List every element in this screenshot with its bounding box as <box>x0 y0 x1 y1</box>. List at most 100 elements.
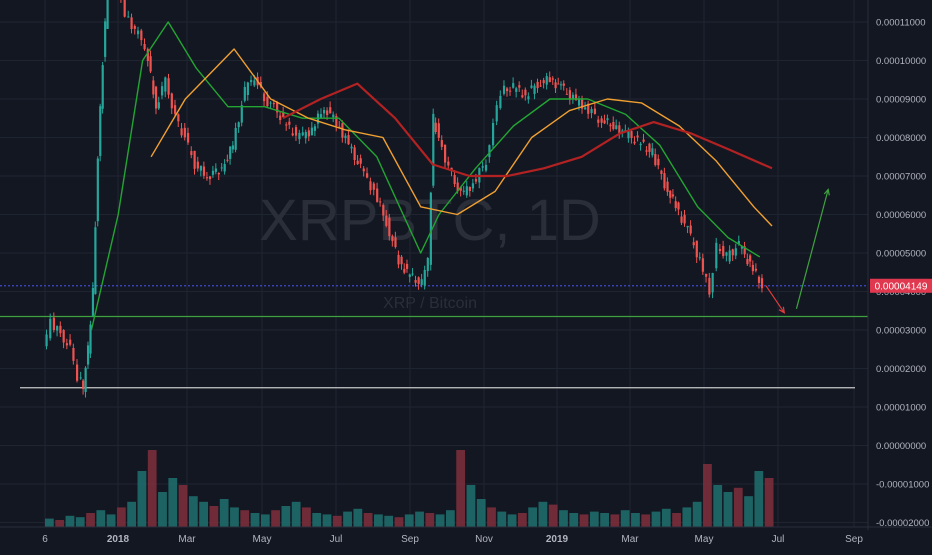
candle-body <box>593 108 597 114</box>
volume-bar <box>456 450 466 527</box>
price-tick-label: 0.00007000 <box>876 172 926 183</box>
price-tick-label: -0.00001000 <box>876 480 929 491</box>
candle-body <box>551 78 554 80</box>
candle-body <box>146 49 149 62</box>
projection-arrow-head <box>823 188 830 196</box>
volume-bar <box>384 515 394 527</box>
candle-body <box>253 80 256 86</box>
candle-body <box>341 123 344 138</box>
candle-body <box>246 82 249 96</box>
candle-body <box>512 83 515 88</box>
candle-body <box>571 94 575 99</box>
last-price-badge <box>870 278 932 293</box>
candle-body <box>515 88 518 92</box>
candle-body <box>143 43 146 50</box>
volume-bar <box>302 507 311 527</box>
candle-body <box>237 122 240 128</box>
volume-bars <box>45 450 774 527</box>
price-tick-label: 0.00001000 <box>876 403 926 414</box>
candle-body <box>217 173 220 175</box>
candle-body <box>666 181 669 192</box>
volume-bar <box>312 513 322 527</box>
projection-arrow-head <box>778 306 786 314</box>
candle-body <box>272 103 276 105</box>
candle-body <box>633 141 636 144</box>
volume-bar <box>744 496 753 527</box>
candle-body <box>642 139 645 142</box>
candle-body <box>603 120 606 124</box>
candle-body <box>615 125 618 130</box>
projection-arrow-line[interactable] <box>795 189 829 309</box>
candle-body <box>152 80 155 95</box>
candle-body <box>509 90 512 92</box>
candle-body <box>499 95 502 109</box>
projection-arrow-line[interactable] <box>765 285 785 314</box>
time-tick-label: 6 <box>42 534 48 545</box>
candle-body <box>450 167 453 171</box>
volume-bar <box>764 478 774 527</box>
volume-bar <box>363 513 373 527</box>
candle-body <box>123 0 126 17</box>
volume-bar <box>692 501 702 527</box>
projection-arrows[interactable] <box>765 188 830 314</box>
candle-body <box>671 194 675 197</box>
candle-body <box>581 98 584 109</box>
candle-body <box>590 109 593 114</box>
volume-bar <box>45 518 54 527</box>
candle-body <box>130 17 133 30</box>
candle-body <box>600 118 603 123</box>
candle-body <box>140 30 143 41</box>
candle-body <box>542 80 545 84</box>
candle-body <box>394 237 397 248</box>
candle-body <box>465 186 468 196</box>
candle-body <box>164 77 167 92</box>
candle-body <box>411 273 414 275</box>
volume-bar <box>188 496 198 527</box>
candle-body <box>408 274 411 277</box>
candle-body <box>347 135 350 145</box>
time-tick-label: Jul <box>772 534 785 545</box>
candle-body <box>757 276 761 283</box>
volume-bar <box>55 520 65 527</box>
candle-body <box>584 107 587 110</box>
candle-body <box>630 131 633 139</box>
price-tick-label: 0.00010000 <box>876 56 926 67</box>
candle-body <box>397 254 400 265</box>
volume-bar <box>199 501 209 527</box>
candle-body <box>488 145 491 158</box>
candle-body <box>353 147 356 161</box>
horizontal-lines[interactable] <box>0 285 868 389</box>
volume-bar <box>106 514 116 527</box>
candle-body <box>170 93 173 109</box>
candle-body <box>639 143 642 146</box>
volume-bar <box>466 485 476 527</box>
candle-body <box>403 268 406 273</box>
price-axis[interactable]: 0.00011000 0.00010000 0.00009000 0.00008000… <box>867 0 929 530</box>
candle-body <box>391 236 394 242</box>
candle-body <box>313 126 317 131</box>
candle-body <box>754 268 758 271</box>
volume-bar <box>65 515 75 527</box>
volume-bar <box>641 514 651 527</box>
candle-body <box>106 0 109 29</box>
candle-body <box>276 102 279 113</box>
candle-body <box>737 241 740 244</box>
candle-body <box>654 154 657 166</box>
candle-body <box>385 215 388 226</box>
volume-bar <box>343 511 352 527</box>
time-axis[interactable]: 6 2018 Mar May Jul Sep Nov 2019 Mar May Jul Sep <box>0 526 932 545</box>
candle-body <box>323 109 326 114</box>
candle-body <box>524 89 527 96</box>
time-tick-label: 2019 <box>546 534 569 545</box>
candle-body <box>456 182 459 192</box>
candle-body <box>382 205 385 216</box>
candle-body <box>539 85 542 87</box>
volume-bar <box>230 507 239 527</box>
volume-bar <box>507 514 517 527</box>
candle-body <box>400 256 403 265</box>
candle-body <box>52 317 56 331</box>
volume-bar <box>137 471 147 527</box>
candle-body <box>683 214 686 224</box>
candle-body <box>220 167 223 169</box>
